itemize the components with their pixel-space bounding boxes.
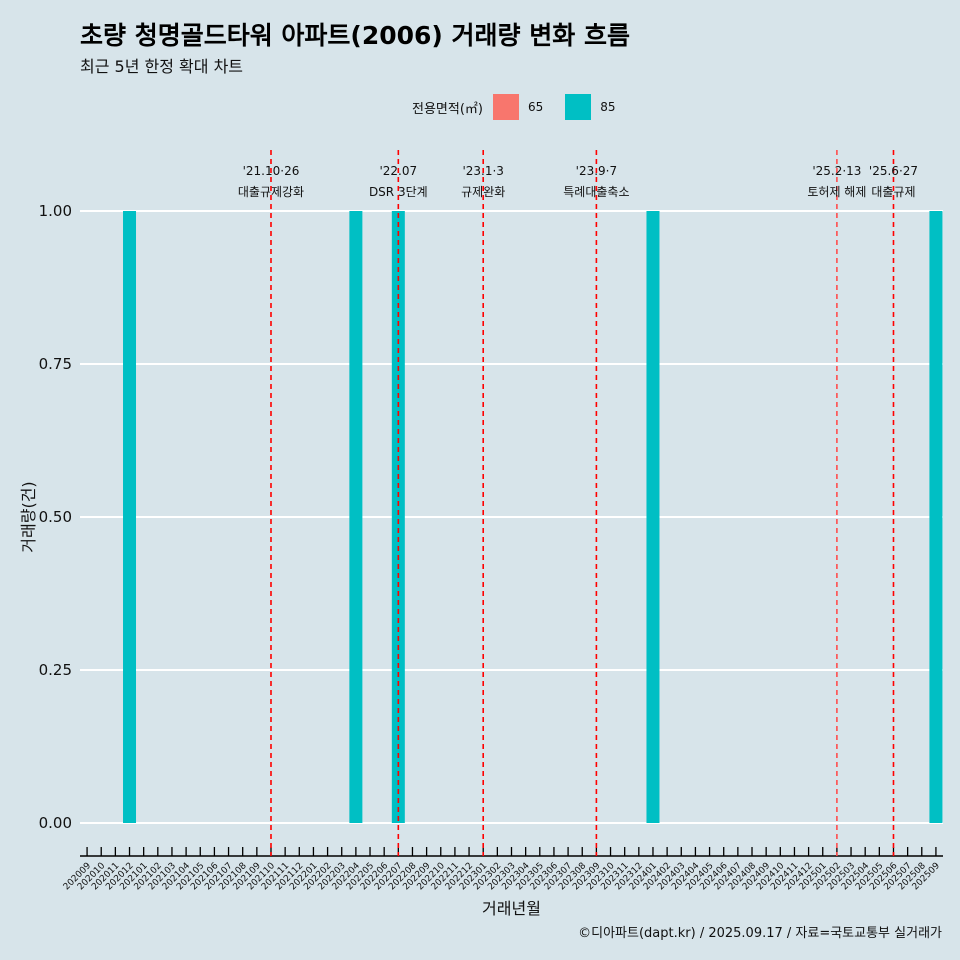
legend-swatch-85 bbox=[565, 94, 592, 120]
annotation-label: 규제완화 bbox=[461, 185, 505, 199]
caption: ©디아파트(dapt.kr) / 2025.09.17 / 자료=국토교통부 실… bbox=[578, 926, 942, 941]
annotation-date: '21.10·26 bbox=[243, 164, 300, 178]
annotation-date: '22.07 bbox=[379, 164, 417, 178]
annotation-date: '23.9·7 bbox=[576, 164, 617, 178]
bar-85-202204 bbox=[349, 211, 363, 823]
bar-85-202401 bbox=[646, 211, 660, 823]
chart-title: 초량 청명골드타워 아파트(2006) 거래량 변화 흐름 bbox=[80, 21, 630, 50]
chart-subtitle: 최근 5년 한정 확대 차트 bbox=[80, 57, 244, 76]
bar-85-202509 bbox=[929, 211, 943, 823]
y-tick-label: 1.00 bbox=[39, 202, 72, 220]
y-tick-label: 0.25 bbox=[39, 661, 72, 679]
annotation-label: 토허제 해제 bbox=[807, 185, 866, 199]
bar-85-202012 bbox=[123, 211, 137, 823]
y-tick-label: 0.50 bbox=[39, 508, 72, 526]
y-tick-label: 0.75 bbox=[39, 355, 72, 373]
legend-title: 전용면적(㎡) bbox=[412, 101, 483, 117]
y-tick-label: 0.00 bbox=[39, 814, 72, 832]
legend-swatch-65 bbox=[492, 94, 519, 120]
legend-label-85: 85 bbox=[600, 100, 616, 114]
x-axis-title: 거래년월 bbox=[482, 899, 541, 918]
annotation-label: 대출규제 bbox=[871, 185, 915, 199]
annotation-date: '23.1·3 bbox=[462, 164, 503, 178]
y-axis-title: 거래량(건) bbox=[19, 481, 38, 552]
annotation-date: '25.2·13 bbox=[812, 164, 861, 178]
annotation-label: DSR 3단계 bbox=[369, 185, 428, 199]
annotation-label: 특례대출축소 bbox=[563, 185, 629, 199]
bar-85-202207 bbox=[391, 211, 405, 823]
annotation-date: '25.6·27 bbox=[869, 164, 918, 178]
annotation-label: 대출규제강화 bbox=[238, 185, 304, 199]
legend: 전용면적(㎡) 65 85 bbox=[412, 93, 638, 121]
legend-label-65: 65 bbox=[527, 100, 544, 114]
